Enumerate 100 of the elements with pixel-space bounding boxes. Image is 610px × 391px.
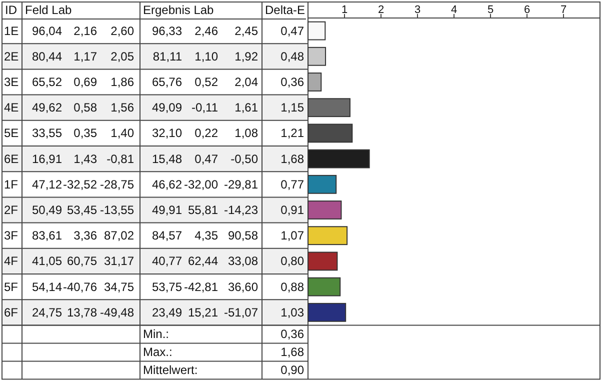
y-tick-label: 1F	[4, 177, 18, 192]
text: Feld Lab	[25, 3, 72, 17]
text: 13,78	[66, 305, 98, 320]
text: -14,23	[224, 203, 258, 217]
text: 1,17	[74, 49, 98, 64]
text: 0,36	[280, 327, 304, 342]
text: 65,76	[152, 75, 182, 89]
text: Delta-E	[265, 3, 306, 17]
text: 53,45	[66, 203, 98, 217]
text: 40,77	[152, 254, 182, 268]
data-label: 0,91	[280, 203, 304, 217]
text: 2,60	[110, 24, 134, 38]
text: 2,45	[234, 24, 258, 38]
text: -29,81	[224, 177, 258, 192]
text: 3,36	[74, 228, 98, 243]
text: 2,46	[194, 24, 218, 38]
text: 15,48	[152, 152, 182, 166]
text: -42,81	[184, 280, 218, 294]
text: Min.:	[143, 327, 170, 342]
x2-tick-label: 4	[450, 4, 458, 16]
bar	[308, 98, 350, 118]
bar	[308, 226, 348, 246]
data-label: 1,21	[280, 126, 304, 140]
bar	[308, 277, 341, 296]
text: 55,81	[188, 203, 218, 217]
data-label: 1,15	[280, 100, 304, 115]
text: 1,92	[234, 49, 258, 64]
data-label: 1,07	[280, 228, 304, 243]
text: 81,11	[152, 49, 182, 64]
bar	[308, 252, 338, 271]
bar	[308, 200, 342, 220]
bar	[308, 174, 337, 194]
y-tick-label: 3E	[4, 75, 19, 89]
text: -0,81	[106, 152, 134, 166]
y-tick-label: 6F	[4, 305, 18, 320]
text: 0,90	[280, 363, 304, 378]
text: 2,04	[234, 75, 258, 89]
text: 49,91	[152, 203, 182, 217]
y-tick-label: 4E	[4, 100, 19, 115]
text: 31,17	[104, 254, 134, 268]
text: Ergebnis Lab	[143, 3, 214, 17]
text: 54,14	[32, 280, 62, 294]
text: 16,91	[32, 152, 62, 166]
text: 47,12	[32, 177, 62, 192]
text: 87,02	[104, 228, 134, 243]
text: 1,08	[234, 126, 258, 140]
y-tick-label: 2F	[4, 203, 18, 217]
text: -0,11	[192, 100, 218, 115]
text: 60,75	[66, 254, 98, 268]
data-label: 0,88	[280, 280, 304, 294]
text: 65,52	[32, 75, 62, 89]
text: 1,68	[280, 345, 304, 360]
text: 84,57	[152, 228, 182, 243]
text: 53,75	[152, 280, 182, 294]
data-label: 0,48	[280, 49, 304, 64]
text: 2,16	[74, 24, 98, 38]
x2-tick-label: 3	[414, 4, 421, 16]
data-label: 0,80	[280, 254, 304, 268]
text: 0,52	[194, 75, 218, 89]
text: 32,10	[152, 126, 182, 140]
text: 15,21	[188, 305, 218, 320]
text: -51,07	[224, 305, 258, 320]
text: 96,04	[32, 24, 62, 38]
y-tick-label: 3F	[4, 228, 18, 243]
text: 1,56	[110, 100, 134, 115]
text: 0,35	[74, 126, 98, 140]
x2-tick-label: 6	[524, 4, 530, 16]
text: 1,43	[74, 152, 98, 166]
text: 0,69	[74, 75, 98, 89]
text: 50,49	[32, 203, 62, 217]
text: 46,62	[152, 177, 182, 192]
text: 90,58	[228, 228, 258, 243]
text: -32,52	[62, 177, 98, 192]
text: -0,50	[230, 152, 258, 166]
data-label: 1,68	[280, 152, 304, 166]
text: 1,40	[110, 126, 134, 140]
text: 33,55	[32, 126, 62, 140]
y-tick-label: 2E	[4, 49, 19, 64]
text: 23,49	[152, 305, 182, 320]
bar	[308, 72, 322, 92]
x2-tick-label: 5	[487, 4, 494, 16]
text: 49,62	[32, 100, 62, 115]
text: 4,35	[194, 228, 218, 243]
text: -28,75	[100, 177, 134, 192]
text: 80,44	[32, 49, 62, 64]
text: 41,05	[32, 254, 62, 268]
bar	[308, 21, 326, 40]
y-axis-title: ID	[5, 3, 18, 17]
text: 62,44	[188, 254, 218, 268]
y-tick-label: 6E	[4, 152, 19, 166]
text: 83,61	[32, 228, 62, 243]
text: 0,22	[194, 126, 218, 140]
text: 1,86	[110, 75, 134, 89]
text: 24,75	[32, 305, 62, 320]
text: 96,33	[152, 24, 182, 38]
data-label: 1,03	[280, 305, 304, 320]
y-tick-label: 1E	[4, 24, 19, 38]
text: 1,10	[194, 49, 218, 64]
text: -40,76	[62, 280, 98, 294]
text: -13,55	[100, 203, 134, 217]
